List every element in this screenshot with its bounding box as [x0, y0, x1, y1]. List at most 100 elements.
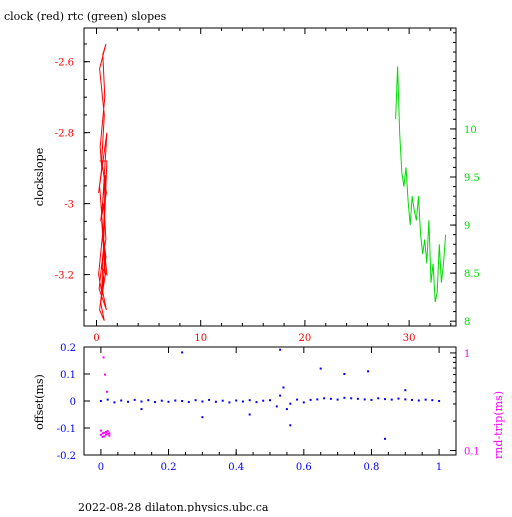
offset-point: [221, 399, 224, 402]
rndtrip-point: [105, 431, 107, 433]
offset-point: [343, 373, 346, 375]
offset-point: [154, 401, 156, 404]
slope-plot-frame: [83, 27, 457, 327]
offset-point: [377, 397, 380, 400]
slope-xtick-label: 0: [93, 333, 99, 344]
slope-ytick-label-right: 8.5: [464, 269, 480, 280]
offset-point: [356, 397, 359, 400]
rndtrip-point: [104, 373, 106, 376]
offset-point: [120, 399, 123, 402]
slope-ytick-label-left: -2.8: [55, 129, 74, 140]
rndtrip-point: [106, 430, 109, 433]
offset-point: [319, 367, 322, 370]
offset-point: [343, 396, 346, 399]
rndtrip-point: [99, 433, 102, 436]
offset-xtick-label: 0.8: [364, 462, 380, 473]
offset-point: [127, 400, 129, 403]
offset-point: [187, 401, 190, 404]
slope-xtick-label: 20: [299, 333, 312, 344]
slope-panel: 0 10 20 30 -3.2 -3 -2.8 -2.6 8 8.5 9 9.5 10 clockslo…: [33, 27, 480, 344]
offset-point: [279, 394, 282, 397]
rndtrip-point: [101, 435, 104, 438]
offset-point: [106, 398, 109, 401]
offset-point: [262, 399, 265, 402]
rndtrip-ytick-label: 1: [464, 349, 470, 360]
footer-label: 2022-08-28 dilaton.physics.ubc.ca: [78, 501, 269, 512]
offset-point: [248, 399, 251, 402]
offset-point: [404, 389, 407, 392]
offset-xtick-label: 0: [98, 462, 104, 473]
clock-slope-line: [98, 43, 108, 321]
offset-point: [133, 398, 136, 401]
offset-xtick-label: 0.4: [228, 462, 244, 473]
offset-point: [316, 398, 319, 401]
slope-xtick-label: 30: [403, 333, 416, 344]
offset-point: [269, 399, 271, 402]
slope-ytick-label-right: 8: [464, 317, 470, 328]
chart-title: clock (red) rtc (green) slopes: [4, 10, 167, 23]
offset-point: [296, 398, 299, 401]
rndtrip-ylabel: rnd-trip(ms): [492, 391, 505, 459]
offset-panel: 0 0.2 0.4 0.6 0.8 1 -0.2 -0.1 0 0.1 0.2 0.1 1 offset…: [33, 343, 505, 473]
offset-point: [99, 400, 102, 402]
offset-point: [279, 348, 282, 351]
offset-ytick-label: 0.2: [60, 343, 76, 354]
slope-ytick-label-left: -2.6: [55, 58, 74, 69]
offset-xtick-label: 1: [436, 462, 442, 473]
rndtrip-point: [103, 435, 106, 438]
rndtrip-point: [102, 356, 105, 359]
offset-ytick-label: -0.2: [57, 451, 76, 462]
offset-point: [336, 398, 339, 401]
offset-ytick-label: 0.1: [60, 370, 76, 381]
offset-point: [228, 401, 231, 404]
offset-point: [208, 398, 211, 401]
offset-point: [397, 397, 400, 400]
rndtrip-point: [105, 433, 107, 436]
offset-point: [275, 405, 278, 408]
offset-point: [140, 408, 143, 411]
offset-point: [309, 398, 312, 401]
offset-point: [181, 400, 184, 402]
rndtrip-point: [106, 432, 109, 435]
offset-xtick-label: 0.2: [161, 462, 177, 473]
slope-ytick-label-right: 10: [464, 125, 477, 136]
offset-point: [248, 413, 251, 416]
slope-ylabel: clockslope: [33, 148, 46, 206]
offset-point: [201, 400, 204, 403]
offset-point: [417, 399, 420, 402]
slope-xtick-label: 10: [194, 333, 207, 344]
offset-point: [424, 398, 427, 401]
offset-point: [350, 397, 353, 400]
rndtrip-point: [108, 432, 111, 435]
offset-point: [167, 400, 170, 403]
offset-point: [194, 399, 197, 402]
rndtrip-point: [106, 390, 108, 393]
offset-point: [404, 398, 407, 401]
offset-ytick-label: 0: [70, 397, 76, 408]
offset-point: [241, 400, 244, 403]
offset-ylabel: offset(ms): [33, 374, 46, 430]
rtc-slope-line: [395, 66, 447, 303]
slope-ytick-label-left: -3: [64, 200, 74, 211]
rndtrip-point: [103, 431, 106, 434]
rndtrip-point: [101, 432, 104, 435]
offset-point: [113, 401, 116, 404]
offset-point: [329, 397, 332, 400]
offset-point: [160, 399, 163, 402]
offset-point: [289, 402, 292, 405]
offset-point: [289, 424, 292, 427]
offset-point: [370, 398, 373, 401]
offset-point: [285, 408, 288, 411]
offset-point: [390, 398, 393, 401]
offset-ytick-label: -0.1: [57, 424, 76, 435]
offset-point: [363, 398, 366, 401]
offset-point: [384, 398, 386, 401]
offset-point: [411, 398, 413, 401]
slope-ytick-label-left: -3.2: [55, 271, 74, 282]
slope-ytick-label-right: 9: [464, 221, 470, 232]
offset-point: [367, 370, 370, 373]
offset-point: [147, 399, 150, 402]
rndtrip-ytick-label: 0.1: [464, 447, 480, 458]
offset-point: [438, 400, 441, 402]
